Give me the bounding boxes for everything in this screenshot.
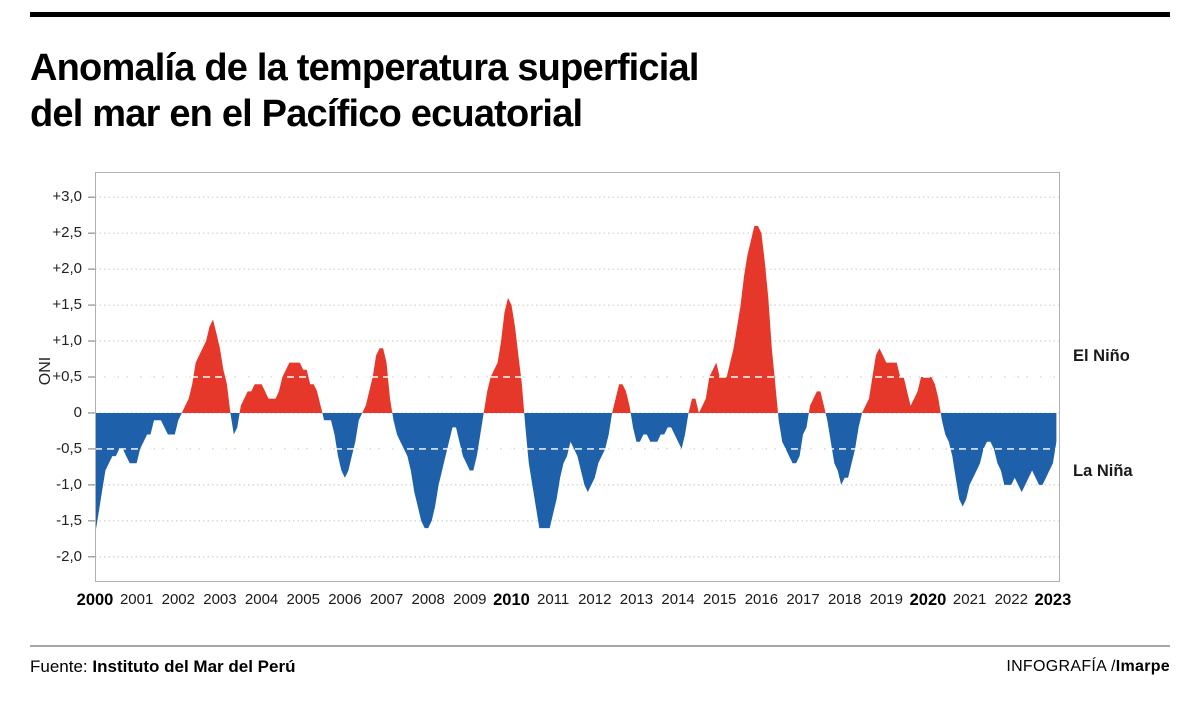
x-axis-tick-label: 2002	[161, 591, 195, 608]
page-title: Anomalía de la temperatura superficial d…	[30, 46, 699, 137]
x-axis-tick-label: 2001	[119, 591, 154, 608]
x-axis-tick-label: 2009	[453, 591, 487, 608]
page-title-line2: del mar en el Pacífico ecuatorial	[30, 92, 583, 135]
y-axis-tick-label: +1,5	[52, 296, 82, 314]
x-axis-tick-label: 2023	[1034, 591, 1072, 609]
footer-divider	[30, 645, 1170, 647]
infographic-credit: INFOGRAFÍA /Imarpe	[1006, 658, 1170, 676]
y-axis-tick-label: -1,5	[56, 511, 82, 529]
y-axis-tick-label: -2,0	[56, 547, 82, 565]
x-axis-tick-label: 2006	[328, 591, 362, 608]
x-axis-tick-label: 2012	[578, 591, 612, 608]
x-axis-tick-label: 2000	[76, 591, 114, 609]
credit-value: Imarpe	[1115, 658, 1170, 675]
y-axis-tick-label: +3,0	[52, 188, 82, 206]
y-axis-tick-label: -1,0	[56, 475, 82, 493]
source-value: Instituto del Mar del Perú	[92, 657, 296, 676]
x-axis-tick-label: 2020	[909, 591, 947, 609]
x-axis-tick-label: 2011	[536, 591, 570, 608]
x-axis-tick-label: 2022	[994, 591, 1028, 608]
x-axis-tick-label: 2003	[203, 591, 237, 608]
y-axis-tick-label: +1,0	[52, 332, 82, 350]
x-axis-tick-label: 2021	[952, 591, 987, 608]
top-divider	[30, 12, 1170, 17]
x-axis-tick-label: 2010	[493, 591, 530, 609]
series-annotation: La Niña	[1073, 461, 1133, 480]
x-axis-tick-label: 2016	[744, 591, 779, 608]
x-axis-tick-label: 2014	[661, 591, 695, 608]
source-credit: Fuente: Instituto del Mar del Perú	[30, 657, 295, 677]
oni-anomaly-chart: +3,0 +2,5 +2,0 +1,5 +1,0 +0,5 0 -0,5 -1,0 -1,5 -2,…	[52, 172, 1133, 609]
source-label: Fuente:	[30, 657, 88, 676]
x-axis-tick-label: 2019	[869, 591, 903, 608]
y-axis-tick-label: -0,5	[56, 439, 82, 457]
y-axis-tick-label: 0	[73, 403, 82, 421]
oni-area-chart	[88, 172, 1060, 582]
page-title-line1: Anomalía de la temperatura superficial	[30, 47, 699, 89]
y-axis-tick-label: +2,5	[52, 224, 82, 242]
x-axis-tick-label: 2013	[619, 591, 654, 608]
x-axis-tick-label: 2004	[244, 591, 279, 608]
x-axis-tick-label: 2017	[786, 591, 820, 608]
x-axis-tick-label: 2007	[369, 591, 404, 608]
credit-label: INFOGRAFÍA /	[1006, 658, 1116, 675]
x-axis-tick-label: 2015	[703, 591, 737, 608]
x-axis-tick-label: 2005	[286, 591, 320, 608]
series-annotation: El Niño	[1073, 346, 1130, 365]
y-axis-tick-label: +0,5	[52, 368, 82, 385]
y-axis-tick-label: +2,0	[52, 260, 82, 278]
x-axis-tick-label: 2018	[827, 591, 862, 608]
x-axis-tick-label: 2008	[411, 591, 445, 608]
